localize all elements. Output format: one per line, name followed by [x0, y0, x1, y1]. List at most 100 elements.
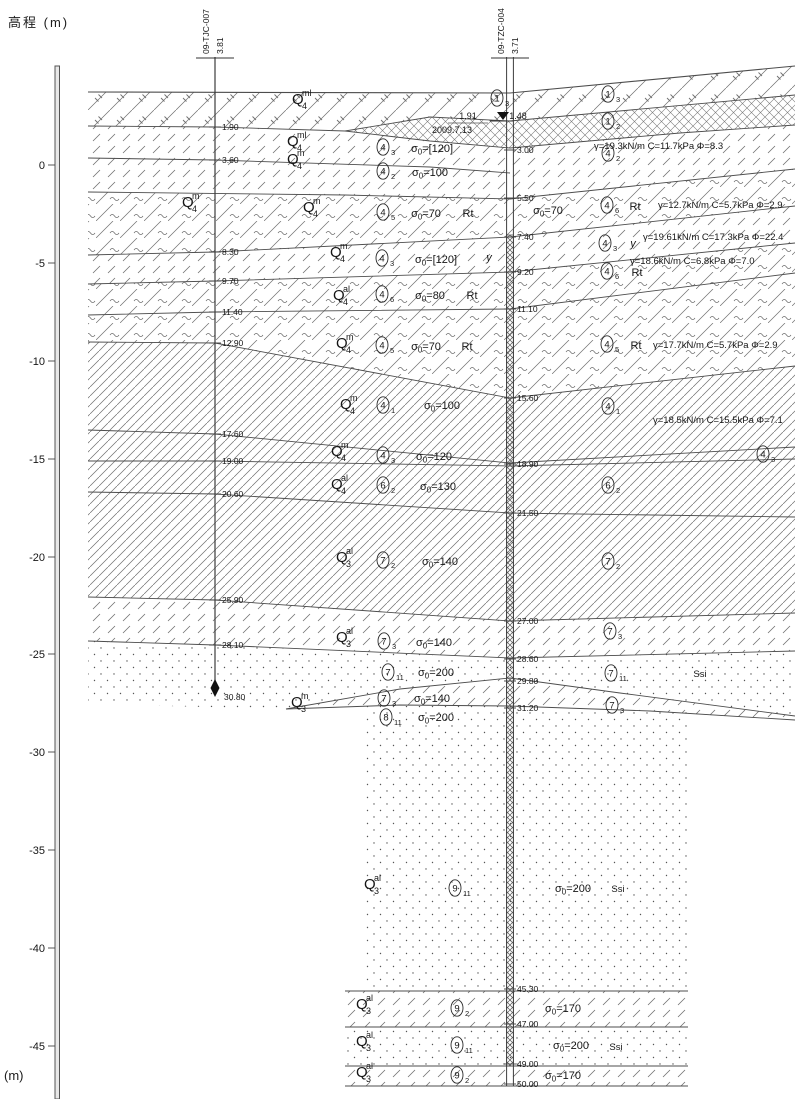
layer-number-circle [450, 999, 464, 1017]
q-label-main: Q [303, 199, 315, 216]
layer-number-circle [375, 285, 389, 303]
region-clay-band-2 [88, 430, 795, 517]
q-label-sup: m [346, 332, 354, 342]
annotation: Rt [632, 267, 643, 279]
layer-number-circle [598, 234, 612, 252]
annotation: σ0=140 [414, 693, 450, 707]
water-label: 1.91 [459, 111, 477, 121]
q-label-main: Q [287, 133, 299, 150]
annotation: σ0=70 [533, 205, 563, 219]
layer-number-circle [376, 162, 390, 180]
borehole-09-TZC-004-elevation: 3.71 [510, 37, 520, 54]
q-label-main: Q [292, 91, 304, 108]
annotation: γ=12.7kN/m C=5.7kPa Φ=2.9 [658, 200, 783, 211]
q-label-sub: 3 [346, 559, 351, 569]
boundary-5.50 [87, 168, 796, 200]
q-label-sup: m [340, 241, 348, 251]
borehole-09-TZC-004-depth-label: 49.00 [517, 1059, 539, 1069]
layer-number-sub: 3 [620, 706, 624, 715]
annotation: σ0=[120] [411, 143, 453, 157]
layer-number-circle [601, 552, 615, 570]
layer-number: 4 [604, 201, 609, 212]
borehole-09-TJC-007-depth-label: 3.60 [222, 155, 239, 165]
layer-number-circle [376, 476, 390, 494]
q-label-sub: 3 [301, 704, 306, 714]
q-label-main: Q [364, 876, 376, 893]
q-label-sub: 4 [343, 297, 348, 307]
elevation-scale-bar [54, 65, 60, 1099]
layer-number-circle [490, 89, 504, 107]
layer-number-sub: 6 [390, 295, 394, 304]
q-label-sup: m [341, 440, 349, 450]
q-label-sup: m [192, 191, 200, 201]
annotation: σ0=100 [424, 400, 460, 414]
layer-number-circle [605, 696, 619, 714]
borehole-09-TZC-004-casing [506, 234, 514, 1067]
layer-number: 4 [380, 167, 385, 178]
layer-number: 4 [605, 149, 610, 160]
annotation: σ0=[120] [415, 254, 457, 268]
annotation: Rt [630, 201, 641, 213]
layer-number-circle [379, 708, 393, 726]
annotation: σ0=140 [416, 637, 452, 651]
annotation: σ0=200 [553, 1040, 589, 1054]
layer-number: 7 [381, 637, 386, 648]
layer-number-sub: 6 [615, 272, 619, 281]
layer-number-circle [601, 85, 615, 103]
region-clay-band-1 [88, 342, 795, 463]
layer-number: 4 [604, 340, 609, 351]
region-fill-mixed-crosshatch [345, 95, 795, 148]
layer-number-sub: 11 [465, 1046, 473, 1055]
layer-number-sub: 6 [615, 206, 619, 215]
layer-number: 6 [605, 481, 610, 492]
q-label-main: Q [331, 476, 343, 493]
layer-number-circle [381, 663, 395, 681]
annotation: σ0=140 [422, 556, 458, 570]
borehole-09-TJC-007-id: 09-TJC-007 [201, 9, 211, 54]
layer-number: 7 [385, 668, 390, 679]
q-label-main: Q [336, 549, 348, 566]
annotation: σ0=120 [416, 451, 452, 465]
borehole-09-TJC-007-elevation: 3.81 [215, 37, 225, 54]
water-label: 2009.7.13 [432, 125, 472, 135]
annotation: σ0=200 [418, 667, 454, 681]
boundary-9.70-9.20 [87, 242, 796, 285]
layer-number: 9 [452, 884, 457, 895]
region-mud-band-1 [88, 169, 795, 255]
layer-number: 9 [454, 1071, 459, 1082]
layer-number: 4 [380, 401, 385, 412]
annotation: σ0=170 [545, 1070, 581, 1084]
borehole-09-TZC-004-depth-label: 29.80 [517, 676, 539, 686]
q-label-main: Q [331, 443, 343, 460]
layer-number-circle [600, 335, 614, 353]
layer-number: 1 [605, 90, 610, 101]
q-label-sub: 4 [302, 101, 307, 111]
q-label-sub: 3 [366, 1006, 371, 1016]
borehole-09-TZC-004-depth-label: 21.50 [517, 508, 539, 518]
annotation: γ=19.3kN/m C=11.7kPa Φ=8.3 [594, 141, 723, 152]
ground-surface [87, 65, 796, 94]
layer-number-sub: 3 [616, 95, 620, 104]
layer-number-sub: 2 [465, 1009, 469, 1018]
region-silt-band-1 [88, 125, 795, 199]
q-label-sup: ml [297, 130, 307, 140]
q-label-sup: al [343, 284, 350, 294]
layer-number-sub: 3 [391, 148, 395, 157]
boundary-20.60-21.50 [87, 491, 796, 518]
layer-number-circle [376, 396, 390, 414]
layer-number-circle [756, 445, 770, 463]
region-bottom-clay-2 [345, 1066, 688, 1086]
borehole-09-TZC-004-depth-label: 9.20 [517, 267, 534, 277]
borehole-09-TZC-004-depth-label: 47.00 [517, 1019, 539, 1029]
region-bottom-clay-1 [345, 991, 688, 1027]
layer-number-circle [377, 632, 391, 650]
q-label-main: Q [330, 244, 342, 261]
region-silt-band-3 [88, 597, 795, 658]
layer-number-sub: 3 [390, 259, 394, 268]
q-label-sub: 3 [366, 1074, 371, 1084]
annotation: Ssi [693, 669, 706, 680]
water-level-icon [497, 112, 509, 120]
annotation: σ0=130 [420, 481, 456, 495]
axis-tick-label: -20 [29, 552, 45, 564]
layer-number-sub: 3 [618, 632, 622, 641]
